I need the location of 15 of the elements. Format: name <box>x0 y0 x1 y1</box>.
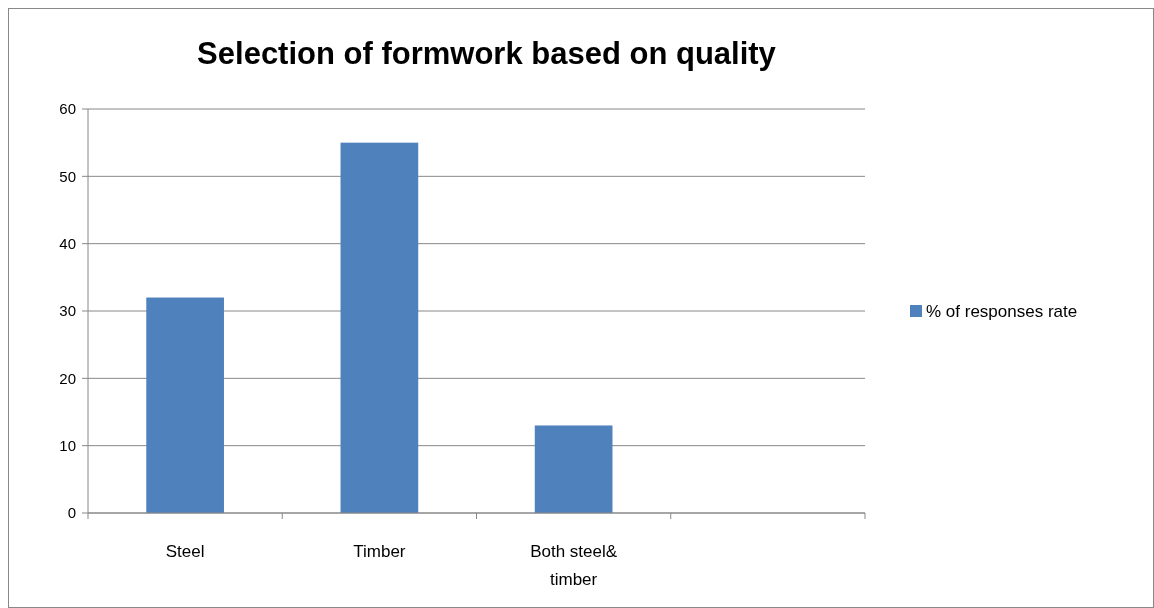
y-tick-label: 10 <box>59 436 76 454</box>
x-tick-label: Steel <box>165 542 205 561</box>
y-tick-label: 50 <box>59 167 76 185</box>
chart-title: Selection of formwork based on quality <box>197 36 777 71</box>
bar <box>340 142 419 513</box>
y-tick-label: 0 <box>67 504 76 522</box>
bar <box>146 297 224 513</box>
y-tick-label: 40 <box>59 234 76 252</box>
x-tick-label: Both steel& timber <box>530 542 618 589</box>
x-tick-label: Timber <box>353 542 406 561</box>
bar <box>534 425 613 513</box>
y-tick-label: 20 <box>59 369 76 387</box>
y-tick-label: 60 <box>59 100 76 118</box>
legend-label: % of responses rate <box>926 301 1078 321</box>
y-tick-label: 30 <box>59 302 76 320</box>
